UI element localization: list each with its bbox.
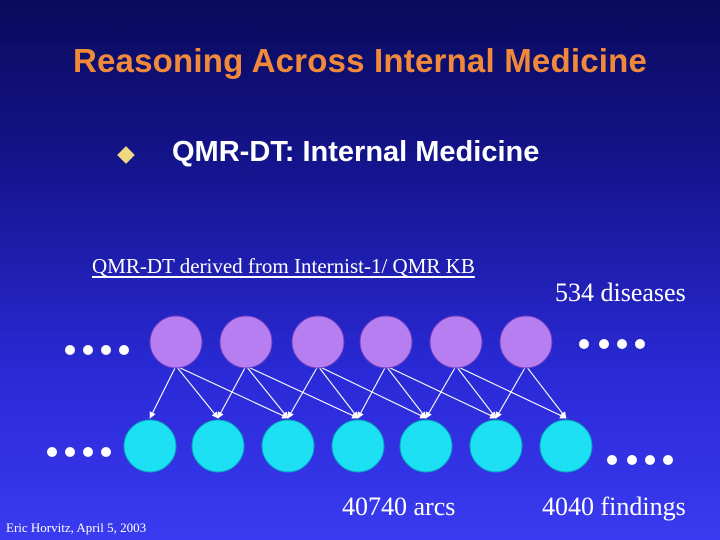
findings-count-label: 4040 findings (542, 492, 686, 521)
derived-note: QMR-DT derived from Internist-1/ QMR KB (92, 254, 475, 278)
diseases-count-label: 534 diseases (555, 278, 686, 307)
arcs-count-label: 40740 arcs (342, 492, 456, 521)
ellipsis-dot (627, 455, 637, 465)
ellipsis-dot (607, 455, 617, 465)
ellipsis-dot (65, 447, 75, 457)
ellipsis-dot (101, 345, 111, 355)
arc-arrow (217, 365, 247, 419)
finding-node-layer (123, 419, 593, 473)
finding-node (191, 419, 245, 473)
finding-node (469, 419, 523, 473)
ellipsis-dot (47, 447, 57, 457)
footer-credit: Eric Horvitz, April 5, 2003 (6, 520, 147, 535)
arc-arrow (317, 365, 359, 419)
ellipsis-dot (119, 345, 129, 355)
finding-node (331, 419, 385, 473)
arc-arrow (175, 365, 219, 419)
ellipsis-dot (663, 455, 673, 465)
arc-arrow (455, 365, 497, 419)
disease-node (149, 315, 203, 369)
disease-node-layer (149, 315, 553, 369)
ellipsis-dot (617, 339, 627, 349)
disease-node (499, 315, 553, 369)
ellipsis-dot (599, 339, 609, 349)
ellipsis-dot (83, 345, 93, 355)
ellipsis-dot (645, 455, 655, 465)
arc-arrow (425, 365, 457, 419)
finding-node (261, 419, 315, 473)
ellipsis-dot (101, 447, 111, 457)
ellipsis-layer (47, 339, 673, 465)
disease-node (291, 315, 345, 369)
finding-node (539, 419, 593, 473)
ellipsis-dot (635, 339, 645, 349)
arc-arrow (385, 365, 427, 419)
ellipsis-dot (579, 339, 589, 349)
bullet-item: QMR-DT: Internal Medicine (117, 136, 540, 169)
disease-node (429, 315, 483, 369)
ellipsis-dot (65, 345, 75, 355)
arc-arrow (149, 365, 177, 419)
arc-arrow (495, 365, 527, 419)
arc-layer (149, 365, 567, 419)
ellipsis-dot (83, 447, 93, 457)
finding-node (123, 419, 177, 473)
disease-node (359, 315, 413, 369)
arc-arrow (245, 365, 289, 419)
arc-arrow (525, 365, 567, 419)
arc-arrow (287, 365, 319, 419)
finding-node (399, 419, 453, 473)
disease-node (219, 315, 273, 369)
arc-arrow (357, 365, 387, 419)
arc-arrow (245, 365, 359, 419)
slide-title: Reasoning Across Internal Medicine (72, 42, 648, 79)
bullet-text: QMR-DT: Internal Medicine (172, 136, 540, 168)
